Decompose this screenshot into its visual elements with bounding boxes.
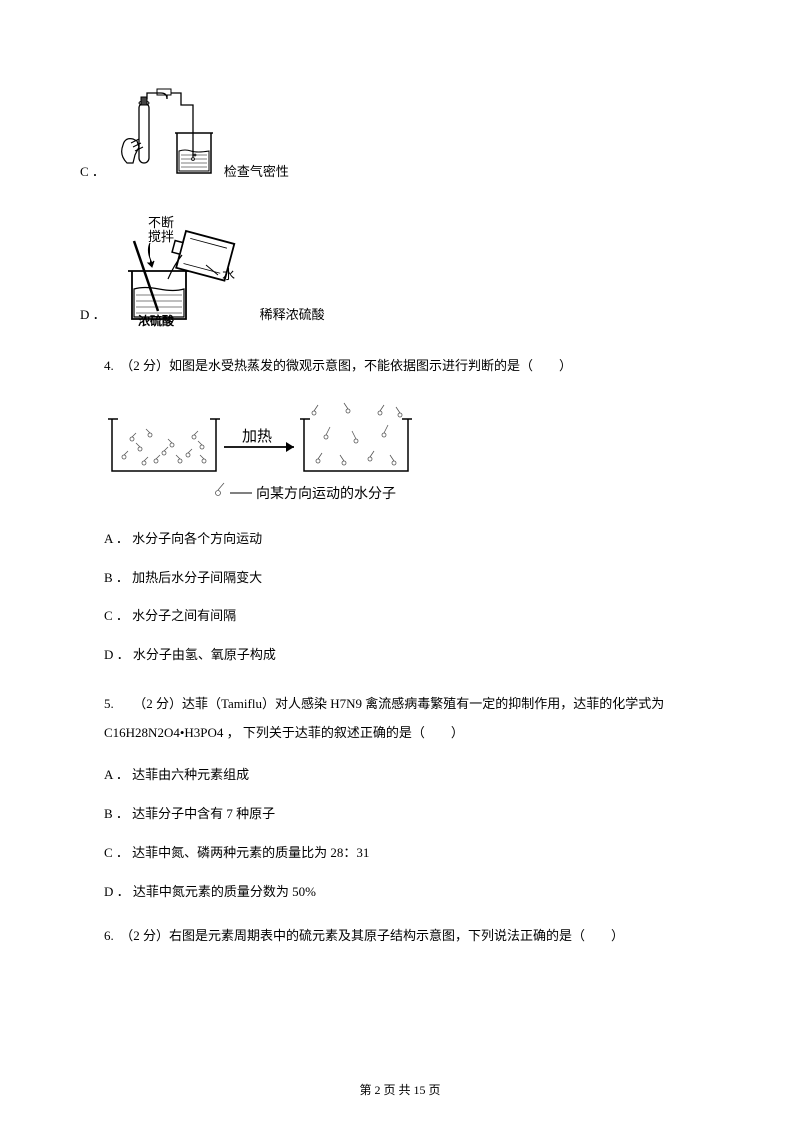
option-c-row: C ． 检查气密性 — [80, 85, 720, 185]
option-c-diagram — [113, 85, 218, 185]
legend-text: 向某方向运动的水分子 — [256, 486, 396, 502]
acid-label: 浓硫酸 — [138, 313, 175, 328]
q4-opt-b: B ． 加热后水分子间隔变大 — [104, 568, 720, 589]
water-label: 水 — [222, 267, 235, 282]
q5-text: 5. （2 分）达菲（Tamiflu）对人感染 H7N9 禽流感病毒繁殖有一定的… — [104, 690, 720, 747]
stir-label-1: 不断 — [148, 215, 174, 230]
arrow-label: 加热 — [242, 428, 272, 445]
q4-opt-d: D ． 水分子由氢、氧原子构成 — [104, 645, 720, 666]
option-d-row: D ． 不断 搅拌 浓硫酸 水 — [80, 213, 720, 328]
q5-opt-b: B ． 达菲分子中含有 7 种原子 — [104, 804, 720, 825]
q4-text: 4. （2 分）如图是水受热蒸发的微观示意图，不能依据图示进行判断的是（ ） — [104, 356, 720, 377]
q6-text: 6. （2 分）右图是元素周期表中的硫元素及其原子结构示意图，下列说法正确的是（… — [104, 926, 720, 947]
q5-opt-a: A ． 达菲由六种元素组成 — [104, 765, 720, 786]
q5-opt-d: D ． 达菲中氮元素的质量分数为 50% — [104, 882, 720, 903]
option-c-text: 检查气密性 — [224, 162, 289, 185]
option-d-text: 稀释浓硫酸 — [260, 305, 325, 328]
q4-opt-a: A ． 水分子向各个方向运动 — [104, 529, 720, 550]
q5-opt-c: C ． 达菲中氮、磷两种元素的质量比为 28：31 — [104, 843, 720, 864]
page-footer: 第 2 页 共 15 页 — [0, 1081, 800, 1100]
stir-label-2: 搅拌 — [148, 229, 174, 244]
q4-diagram: 加热 向某方向运动的水分子 — [104, 401, 720, 511]
option-c-label: C ． — [80, 162, 105, 185]
q4-opt-c: C ． 水分子之间有间隔 — [104, 606, 720, 627]
option-d-diagram: 不断 搅拌 浓硫酸 水 — [114, 213, 254, 328]
option-d-label: D ． — [80, 305, 106, 328]
